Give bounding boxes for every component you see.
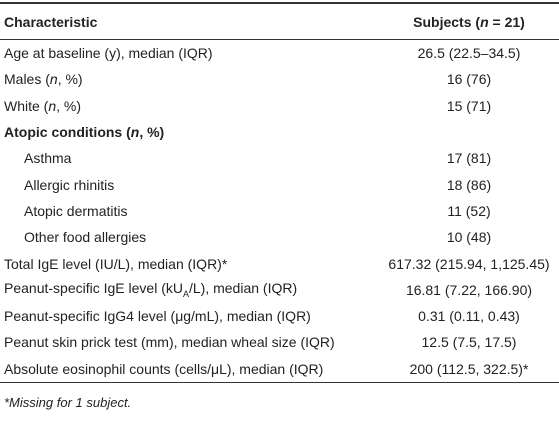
cell-text: 11 (52) <box>447 202 491 219</box>
table-cell: Peanut-specific IgE level (kUA/L), media… <box>0 277 379 303</box>
header-cell: Subjects (n = 21) <box>379 3 559 40</box>
table-cell: 17 (81) <box>379 145 559 171</box>
table-cell: Age at baseline (y), median (IQR) <box>0 40 379 67</box>
table-cell: 18 (86) <box>379 171 559 197</box>
table-cell: Atopic dermatitis <box>0 198 379 224</box>
cell-text: 18 (86) <box>446 176 492 193</box>
header-cell: Characteristic <box>0 3 379 40</box>
table-cell: 0.31 (0.11, 0.43) <box>379 303 559 329</box>
table-row: Peanut-specific IgG4 level (μg/mL), medi… <box>0 303 559 329</box>
table-cell: 12.5 (7.5, 17.5) <box>379 329 559 355</box>
table-row: White (n, %) 15 (71) <box>0 93 559 119</box>
header-text: n <box>480 13 489 30</box>
footnote: *Missing for 1 subject. <box>4 394 132 410</box>
cell-text: Atopic conditions ( <box>4 124 131 141</box>
cell-text: 26.5 (22.5–34.5) <box>417 45 521 62</box>
table-body: Age at baseline (y), median (IQR) 26.5 (2… <box>0 40 559 383</box>
header-text: Subjects ( <box>413 13 481 30</box>
cell-text: 200 (112.5, 322.5)* <box>409 360 529 377</box>
table-cell: 16.81 (7.22, 166.90) <box>379 277 559 303</box>
cell-text: n <box>48 97 57 114</box>
table-header: Characteristic Subjects (n = 21) <box>0 3 559 40</box>
header-text: Characteristic <box>4 13 98 30</box>
table-row: Allergic rhinitis 18 (86) <box>0 171 559 197</box>
table-cell: Peanut skin prick test (mm), median whea… <box>0 329 379 355</box>
cell-text: /L), median (IQR) <box>188 280 298 297</box>
cell-text: , %) <box>56 97 82 114</box>
cell-text: Peanut skin prick test (mm), median whea… <box>4 334 335 351</box>
cell-text: 17 (81) <box>446 150 492 167</box>
table-cell: Total IgE level (IU/L), median (IQR)* <box>0 250 379 276</box>
table-cell: Atopic conditions (n, %) <box>0 119 379 145</box>
header-text: = 21) <box>488 13 525 30</box>
cell-text: Allergic rhinitis <box>24 176 115 193</box>
table-row: Peanut-specific IgE level (kUA/L), media… <box>0 277 559 303</box>
table-row: Absolute eosinophil counts (cells/μL), m… <box>0 356 559 383</box>
table-cell: 10 (48) <box>379 224 559 250</box>
cell-text: 15 (71) <box>446 97 492 114</box>
table-cell: 15 (71) <box>379 93 559 119</box>
cell-text: n <box>49 71 58 88</box>
cell-text: Peanut-specific IgE level (kU <box>4 280 183 297</box>
table-cell: 11 (52) <box>379 198 559 224</box>
cell-text: Peanut-specific IgG4 level (μg/mL), medi… <box>4 308 311 325</box>
table-cell: White (n, %) <box>0 93 379 119</box>
cell-text: Absolute eosinophil counts (cells/μL), m… <box>4 360 324 377</box>
header-row: Characteristic Subjects (n = 21) <box>0 3 559 40</box>
cell-text: White ( <box>4 97 49 114</box>
table-row: Peanut skin prick test (mm), median whea… <box>0 329 559 355</box>
table-cell: Males (n, %) <box>0 66 379 92</box>
table-row: Other food allergies 10 (48) <box>0 224 559 250</box>
cell-text: Other food allergies <box>24 229 147 246</box>
cell-text: 617.32 (215.94, 1,125.45) <box>388 255 550 272</box>
cell-text: 16.81 (7.22, 166.90) <box>405 281 533 298</box>
cell-text: , %) <box>139 124 165 141</box>
cell-text: Age at baseline (y), median (IQR) <box>4 45 213 62</box>
cell-text: A <box>182 289 189 300</box>
table-row: Total IgE level (IU/L), median (IQR)* 617… <box>0 250 559 276</box>
table-row: Males (n, %) 16 (76) <box>0 66 559 92</box>
table-row: Age at baseline (y), median (IQR) 26.5 (2… <box>0 40 559 67</box>
data-table: Characteristic Subjects (n = 21) Age at … <box>0 2 559 383</box>
table-cell: 200 (112.5, 322.5)* <box>379 356 559 383</box>
cell-text: 16 (76) <box>446 71 492 88</box>
table-row: Atopic conditions (n, %) <box>0 119 559 145</box>
cell-text: Males ( <box>4 71 50 88</box>
table-cell: Absolute eosinophil counts (cells/μL), m… <box>0 356 379 383</box>
cell-text: 10 (48) <box>446 229 492 246</box>
table-cell: Allergic rhinitis <box>0 171 379 197</box>
table-cell: Peanut-specific IgG4 level (μg/mL), medi… <box>0 303 379 329</box>
table-cell: Other food allergies <box>0 224 379 250</box>
table-row: Atopic dermatitis 11 (52) <box>0 198 559 224</box>
table-row: Asthma 17 (81) <box>0 145 559 171</box>
cell-text: , %) <box>57 71 83 88</box>
table-cell: 16 (76) <box>379 66 559 92</box>
table-cell: 617.32 (215.94, 1,125.45) <box>379 250 559 276</box>
cell-text: Asthma <box>24 150 72 167</box>
cell-text: 0.31 (0.11, 0.43) <box>418 308 520 325</box>
table-cell: Asthma <box>0 145 379 171</box>
cell-text: Total IgE level (IU/L), median (IQR)* <box>4 255 228 272</box>
table-cell <box>379 119 559 145</box>
cell-text: Atopic dermatitis <box>24 202 128 219</box>
cell-text: 12.5 (7.5, 17.5) <box>421 334 517 351</box>
cell-text: n <box>130 124 140 141</box>
table-cell: 26.5 (22.5–34.5) <box>379 40 559 67</box>
